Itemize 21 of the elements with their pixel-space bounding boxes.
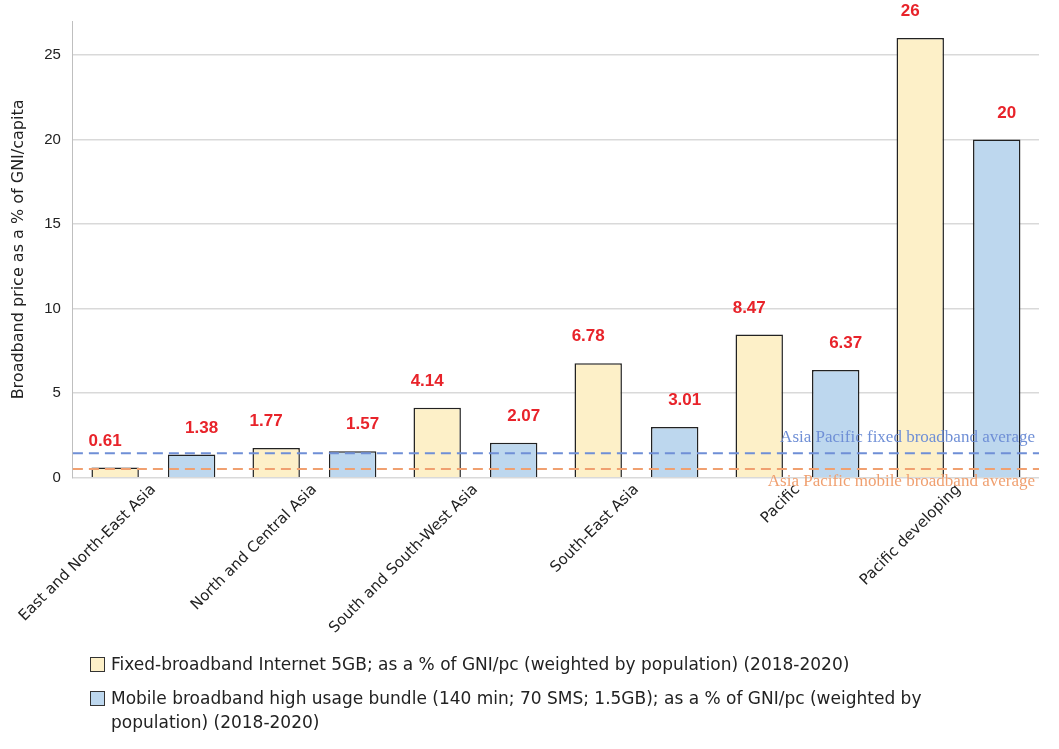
y-tick-label: 20 xyxy=(44,129,61,147)
data-label: 2.07 xyxy=(507,406,541,426)
data-label: 1.57 xyxy=(346,414,380,434)
y-tick-label: 0 xyxy=(52,467,61,485)
y-tick-label: 25 xyxy=(44,44,61,62)
data-label: 20 xyxy=(997,102,1017,122)
data-label: 6.78 xyxy=(571,326,605,346)
y-axis-title: Broadband price as a % of GNI/capita xyxy=(7,99,27,400)
data-label: 6.37 xyxy=(829,333,863,353)
data-label: 1.38 xyxy=(185,417,219,437)
legend-label: Fixed-broadband Internet 5GB; as a % of GNI/pc (weighted by population) (2018-2020) xyxy=(111,653,850,676)
data-label: 1.77 xyxy=(249,411,283,431)
data-label: 0.61 xyxy=(88,430,122,450)
y-tick-label: 5 xyxy=(52,383,61,401)
data-label: 4.14 xyxy=(410,370,445,390)
data-label: 3.01 xyxy=(668,390,702,410)
y-tick-label: 10 xyxy=(44,298,61,316)
data-label: 8.47 xyxy=(732,297,766,317)
data-label: 26 xyxy=(900,1,920,21)
y-tick-label: 15 xyxy=(44,214,61,232)
legend-label: Mobile broadband high usage bundle (140 min; 70 SMS; 1.5GB); as a % of GNI/pc (weighted by population) (2018-2020) xyxy=(111,687,923,734)
